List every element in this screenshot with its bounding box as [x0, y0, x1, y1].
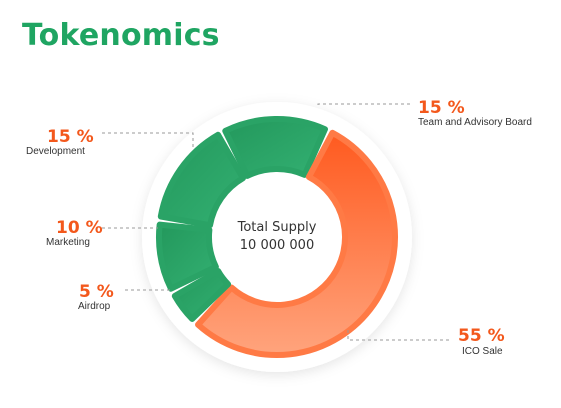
connector-team [317, 103, 410, 105]
label-ico-sale: ICO Sale [462, 346, 503, 357]
label-development: Development [26, 146, 85, 157]
slice-marketing [156, 221, 219, 292]
label-team: Team and Advisory Board [418, 117, 532, 128]
pct-ico-sale: 55 % [458, 326, 505, 346]
center-title: Total Supply [237, 220, 317, 235]
segments-group [156, 116, 398, 358]
connector-development [102, 132, 194, 150]
pct-team: 15 % [418, 98, 465, 118]
label-airdrop: Airdrop [78, 301, 111, 312]
pct-marketing: 10 % [56, 218, 103, 238]
connectors-group [102, 103, 452, 341]
page-title: Tokenomics [22, 18, 220, 53]
slice-development [157, 131, 246, 229]
slice-airdrop [171, 268, 232, 322]
slice-ico-sale [195, 129, 398, 358]
pct-development: 15 % [47, 127, 94, 147]
connector-ico-sale [347, 330, 452, 341]
center-value: 10 000 000 [239, 238, 315, 253]
label-marketing: Marketing [46, 237, 90, 248]
slice-team-and-advisory-board [222, 116, 328, 179]
pct-airdrop: 5 % [79, 282, 114, 302]
